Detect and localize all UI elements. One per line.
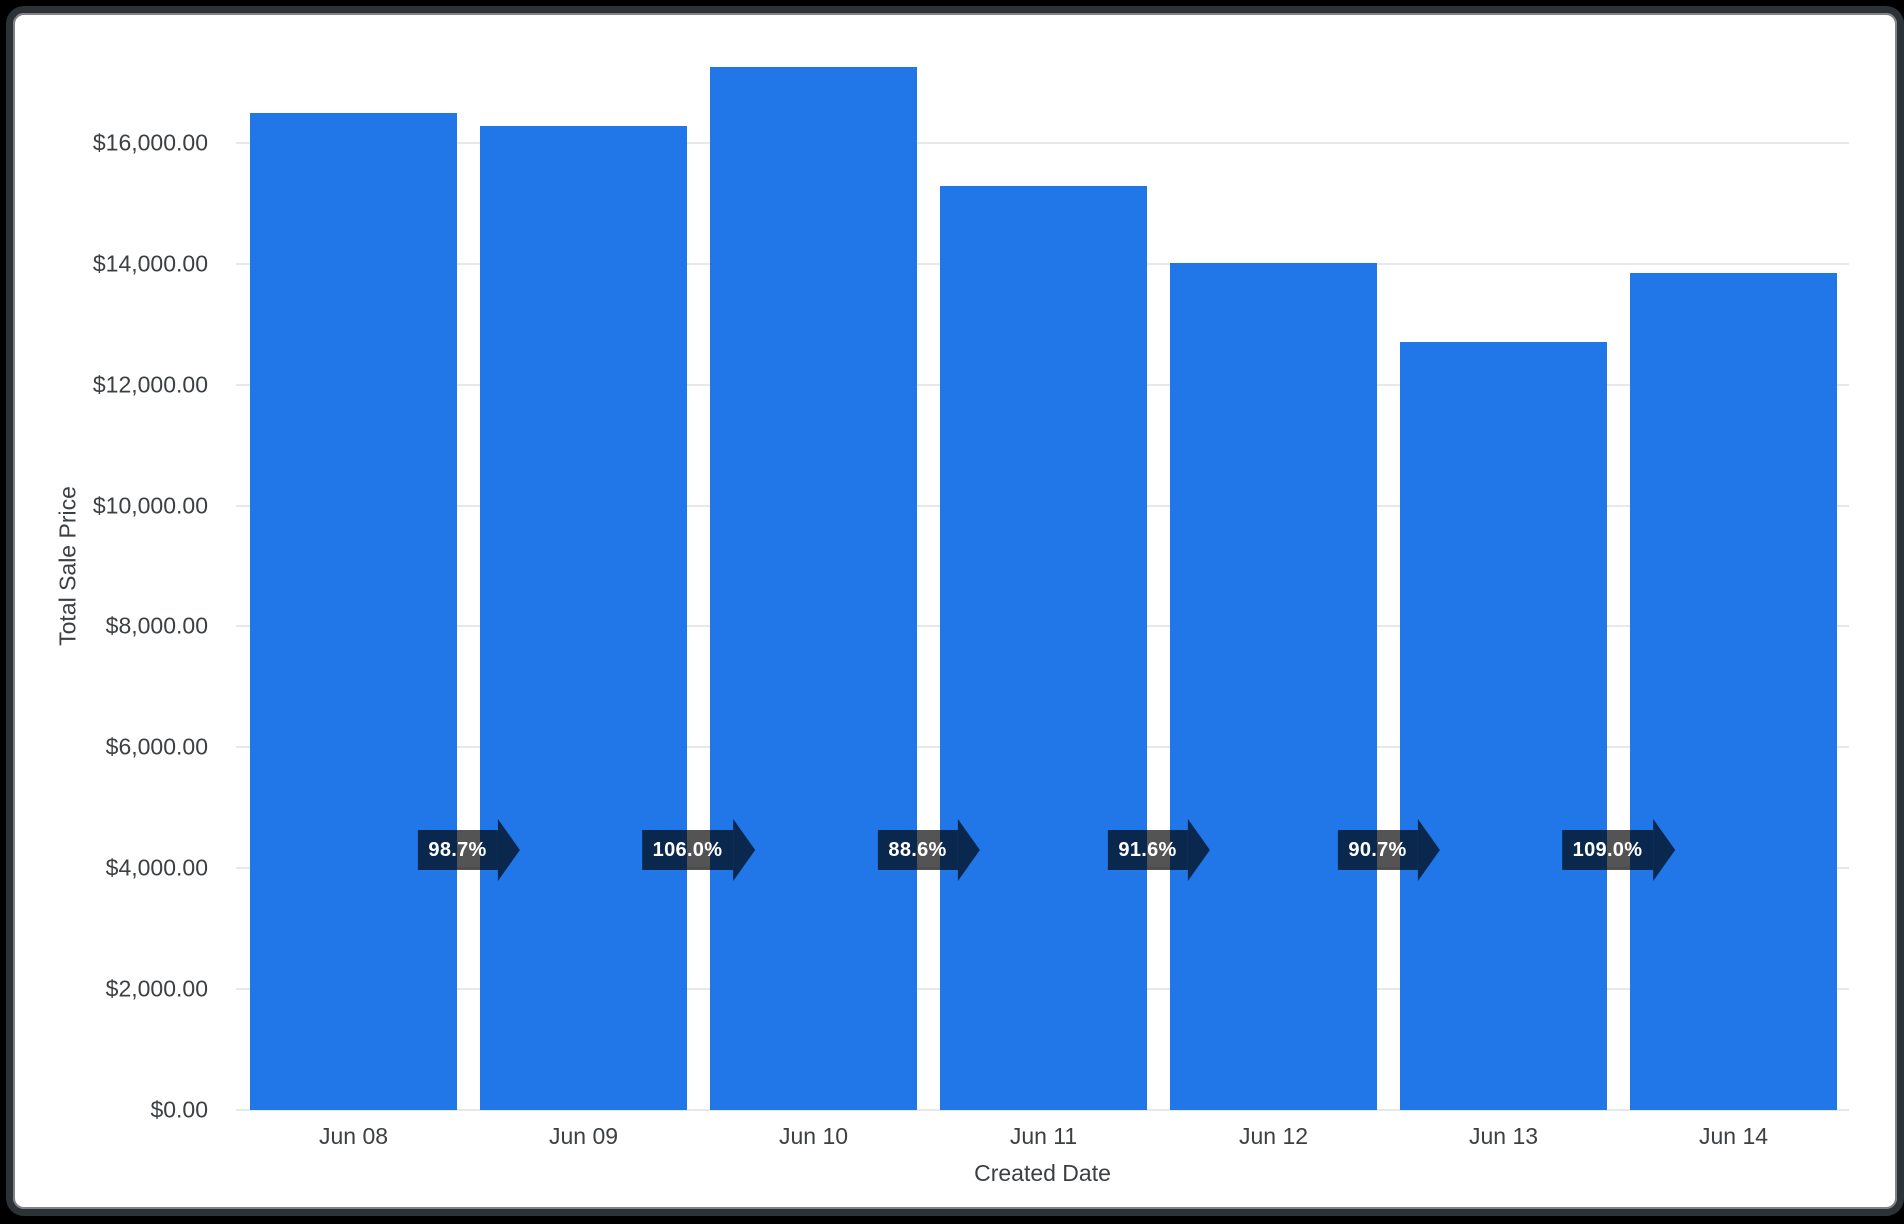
bars-layer (236, 22, 1849, 1110)
bar-jun-12[interactable] (1170, 263, 1377, 1110)
bar-jun-13[interactable] (1400, 341, 1607, 1110)
bar-jun-10[interactable] (710, 66, 917, 1110)
bar-jun-08[interactable] (250, 112, 457, 1110)
bar-jun-11[interactable] (940, 185, 1147, 1110)
plot-area: 98.7% 106.0% 88.6% 91.6% 90.7% 109.0% (236, 22, 1849, 1111)
bar-jun-09[interactable] (480, 125, 687, 1110)
bar-jun-14[interactable] (1630, 272, 1837, 1110)
